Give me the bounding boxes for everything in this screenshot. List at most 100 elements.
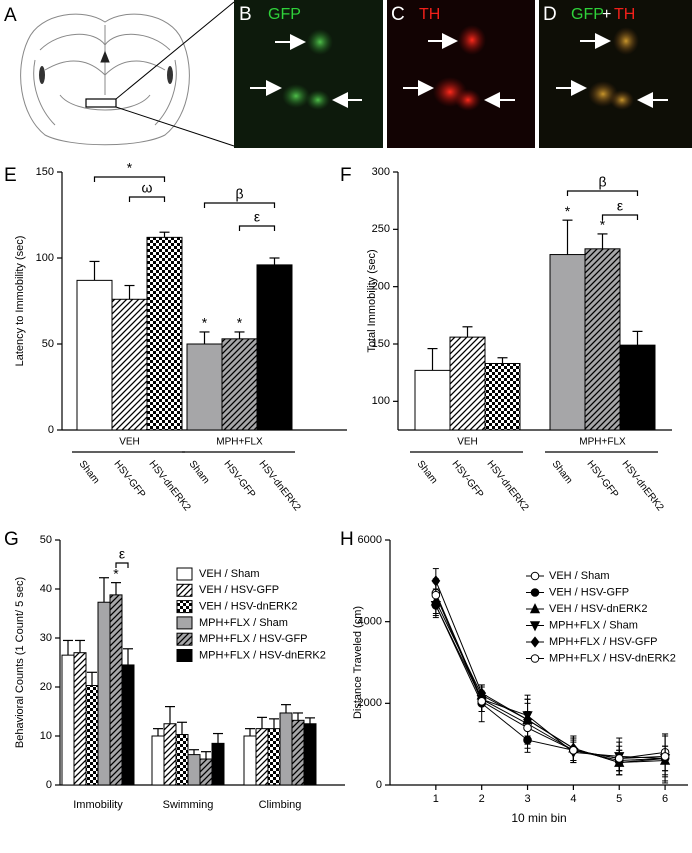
cell (613, 27, 639, 55)
x-tick-label: HSV-GFP (112, 459, 148, 501)
y-tick-label: 10 (40, 730, 52, 742)
marker (530, 588, 540, 597)
image-c (387, 0, 535, 148)
significance-label: β (235, 186, 243, 202)
legend-label: MPH+FLX / HSV-dnERK2 (549, 652, 676, 664)
legend-label: VEH / HSV-GFP (199, 584, 279, 596)
y-tick-label: 6000 (358, 534, 382, 546)
x-tick-label: 4 (570, 793, 576, 805)
bar (61, 654, 75, 786)
legend-swatch (176, 600, 193, 614)
legend-label: VEH / Sham (199, 568, 260, 580)
bar (256, 264, 293, 431)
legend-label: MPH+FLX / Sham (199, 617, 288, 629)
bar (619, 344, 656, 431)
significance-bracket (238, 225, 276, 231)
legend-label: MPH+FLX / HSV-GFP (549, 636, 658, 648)
marker (660, 752, 670, 761)
image-bg (539, 0, 692, 148)
marker (569, 745, 578, 755)
series-line (435, 592, 666, 759)
legend-swatch (176, 632, 193, 646)
image-label: + (602, 6, 611, 23)
bar (449, 336, 486, 431)
legend-label: MPH+FLX / HSV-GFP (199, 633, 308, 645)
image-label: GFP (571, 6, 604, 23)
x-tick-label: 3 (524, 793, 530, 805)
brain-outline (20, 13, 190, 146)
y-tick-label: 200 (372, 281, 390, 293)
x-tick-label: Climbing (259, 799, 302, 811)
legend-swatch (176, 583, 193, 597)
bar (584, 248, 621, 431)
brain-structure (33, 25, 177, 126)
panel-letter: B (239, 4, 252, 25)
y-tick-label: 30 (40, 632, 52, 644)
legend-label: VEH / HSV-dnERK2 (199, 601, 297, 613)
cell (307, 29, 333, 55)
region-box (85, 98, 117, 108)
bar (549, 254, 586, 431)
marker (614, 754, 624, 763)
y-tick-label: 300 (372, 166, 390, 178)
significance-label: ε (119, 546, 125, 562)
y-tick-label: 150 (36, 166, 54, 178)
marker (523, 723, 532, 733)
legend-label: VEH / HSV-dnERK2 (549, 603, 647, 615)
significance-label: ε (617, 198, 623, 214)
bar (109, 594, 123, 786)
x-axis-label: 10 min bin (511, 811, 566, 825)
y-tick-label: 250 (372, 223, 390, 235)
significance-label: * (202, 315, 208, 331)
x-tick-label: Immobility (73, 799, 123, 811)
bar (291, 719, 305, 786)
cell (458, 25, 486, 55)
significance-label: * (600, 217, 606, 233)
cell (610, 90, 634, 110)
panel-letter: A (4, 5, 17, 26)
x-tick-label: Sham (550, 459, 575, 486)
y-axis-label: Distance Traveled (cm) (352, 606, 364, 719)
marker (529, 621, 541, 632)
bar (76, 279, 113, 431)
significance-label: β (598, 174, 606, 190)
x-tick-label: Sham (77, 459, 102, 486)
ventricle (100, 50, 110, 63)
bar (279, 712, 293, 786)
image-label: GFP (268, 6, 301, 23)
panel-letter: D (543, 4, 557, 25)
y-axis-label: Latency to Immobility (sec) (14, 236, 26, 367)
image-b (234, 0, 383, 148)
y-tick-label: 50 (40, 534, 52, 546)
significance-label: * (237, 315, 243, 331)
image-label: TH (419, 6, 440, 23)
y-tick-label: 0 (48, 424, 54, 436)
bar (85, 685, 99, 786)
marker (529, 603, 541, 614)
x-tick-label: HSV-GFP (450, 459, 486, 501)
y-tick-label: 0 (46, 779, 52, 791)
group-label: MPH+FLX (579, 437, 626, 448)
cell (306, 90, 330, 110)
panel-letter: G (4, 529, 19, 550)
bar (146, 236, 183, 431)
image-label: TH (614, 6, 635, 23)
bar (484, 362, 521, 431)
legend-label: MPH+FLX / HSV-dnERK2 (199, 649, 326, 661)
bar (414, 369, 451, 431)
bar (267, 728, 281, 786)
ventricle (39, 66, 45, 84)
y-tick-label: 4000 (358, 616, 382, 628)
x-tick-label: Sham (187, 459, 212, 486)
significance-label: ω (142, 180, 153, 196)
marker (530, 636, 540, 648)
significance-bracket (601, 214, 639, 220)
bar (255, 728, 269, 786)
image-bg (234, 0, 383, 148)
brain-schematic (20, 13, 190, 146)
bar (221, 338, 258, 431)
x-tick-label: HSV-dnERK2 (620, 459, 666, 514)
group-label: VEH (119, 437, 140, 448)
series-line (435, 594, 666, 759)
